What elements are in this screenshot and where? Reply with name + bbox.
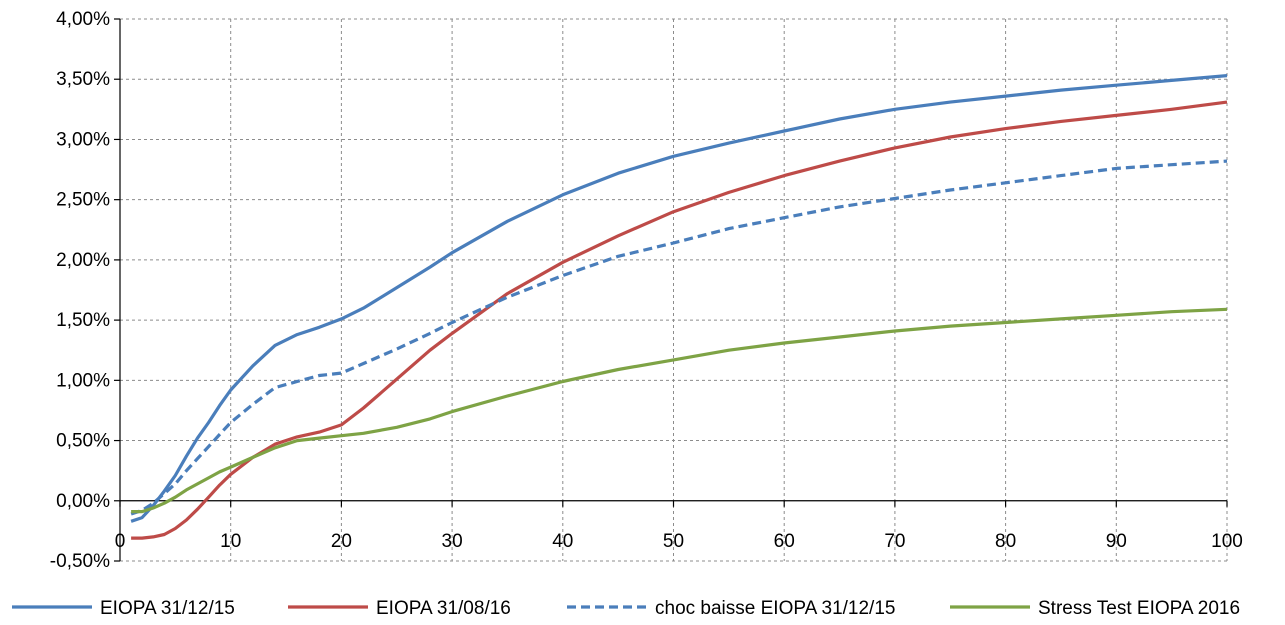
y-tick-label: 3,00%	[56, 129, 110, 150]
y-tick-label: 1,50%	[56, 310, 110, 331]
y-tick-label: -0,50%	[50, 551, 110, 572]
series-lines	[130, 74, 1228, 540]
legend-label: EIOPA 31/08/16	[376, 598, 511, 619]
x-tick-label: 10	[220, 531, 241, 552]
legend-label: choc baisse EIOPA 31/12/15	[655, 598, 895, 619]
y-tick-label: 3,50%	[56, 69, 110, 90]
x-tick-label: 20	[331, 531, 352, 552]
y-tick-label: 0,00%	[56, 491, 110, 512]
axes: -0,50% 0,00% 0,50% 1,00% 1,50% 2,00% 2,50% 3,00…	[50, 9, 1243, 572]
series-line	[131, 307, 1228, 514]
x-tick-label: 0	[115, 531, 126, 552]
y-tick-label: 2,00%	[56, 250, 110, 271]
y-tick-label: 1,00%	[56, 370, 110, 391]
y-tick-label: 0,50%	[56, 431, 110, 452]
x-tick-label: 40	[552, 531, 573, 552]
legend: EIOPA 31/12/15 EIOPA 31/08/16 choc baisse …	[12, 598, 1240, 619]
y-tick-label: 4,00%	[56, 9, 110, 30]
x-tick-label: 70	[884, 531, 905, 552]
grid	[120, 18, 1228, 562]
x-tick-label: 60	[774, 531, 795, 552]
legend-label: EIOPA 31/12/15	[100, 598, 235, 619]
x-tick-label: 90	[1106, 531, 1127, 552]
x-tick-label: 100	[1211, 531, 1243, 552]
x-tick-label: 30	[442, 531, 463, 552]
x-tick-label: 80	[995, 531, 1016, 552]
legend-label: Stress Test EIOPA 2016	[1038, 598, 1240, 619]
series-line	[131, 100, 1228, 540]
series-line	[130, 159, 1228, 516]
x-tick-label: 50	[663, 531, 684, 552]
y-tick-label: 2,50%	[56, 190, 110, 211]
series-line	[130, 74, 1228, 523]
